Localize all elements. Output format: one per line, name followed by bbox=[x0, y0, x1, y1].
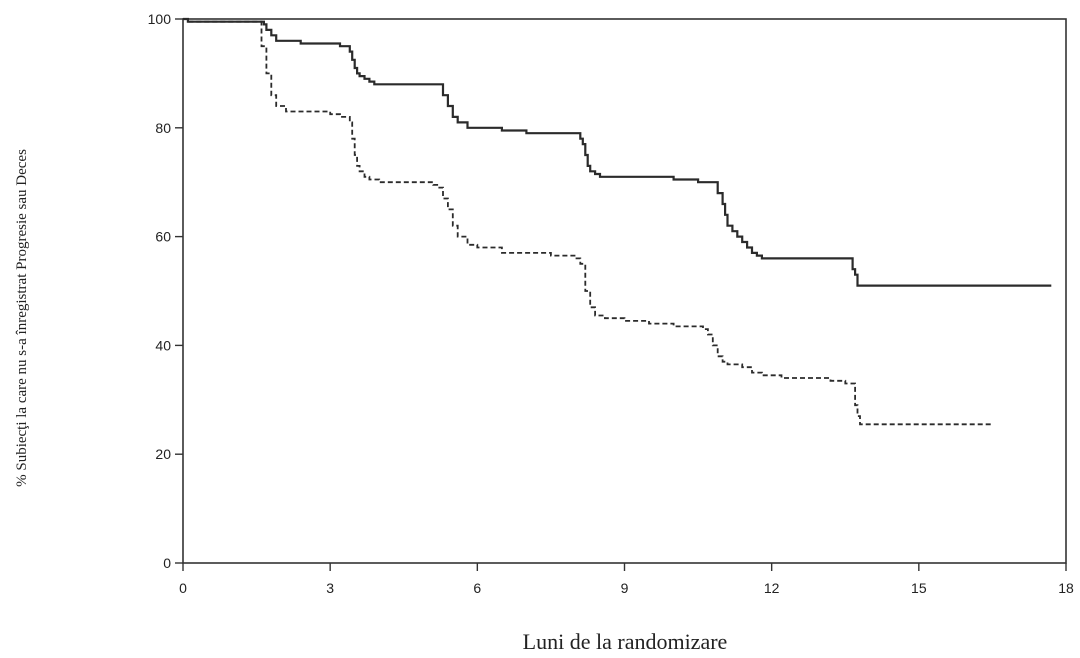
x-axis-title: Luni de la randomizare bbox=[523, 629, 728, 654]
y-axis-title: % Subiecţi la care nu s-a înregistrat Pr… bbox=[14, 149, 30, 487]
x-tick-label: 9 bbox=[621, 580, 629, 596]
y-tick-label: 100 bbox=[148, 11, 172, 27]
x-tick-label: 12 bbox=[764, 580, 780, 596]
x-tick-label: 3 bbox=[326, 580, 334, 596]
series-layer bbox=[183, 17, 1052, 426]
x-tick-label: 18 bbox=[1058, 580, 1074, 596]
x-tick-label: 15 bbox=[911, 580, 927, 596]
y-tick-label: 0 bbox=[163, 555, 171, 571]
plot-border bbox=[182, 18, 1067, 564]
plot-frame bbox=[182, 18, 1067, 564]
y-tick-label: 20 bbox=[155, 446, 171, 462]
y-tick-label: 40 bbox=[155, 337, 171, 353]
series-dashed-line bbox=[183, 18, 993, 426]
x-tick-label: 0 bbox=[179, 580, 187, 596]
y-tick-label: 80 bbox=[155, 120, 171, 136]
x-axis: 0 3 6 9 12 15 18 bbox=[179, 563, 1074, 596]
series-solid-line bbox=[183, 17, 1052, 287]
y-axis: 0 20 40 60 80 100 bbox=[148, 11, 183, 571]
y-tick-label: 60 bbox=[155, 229, 171, 245]
x-tick-label: 6 bbox=[473, 580, 481, 596]
